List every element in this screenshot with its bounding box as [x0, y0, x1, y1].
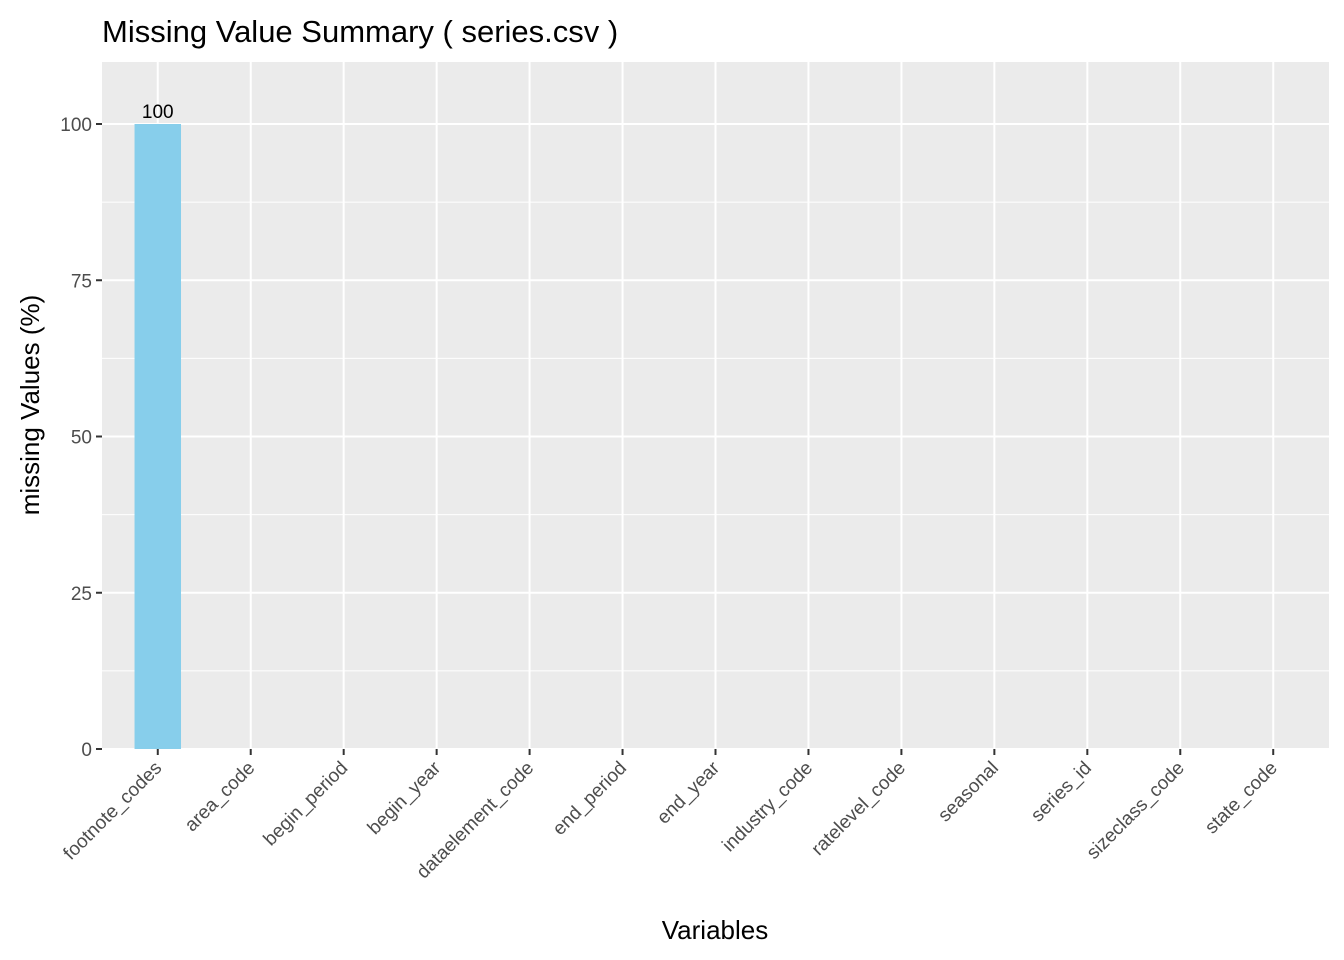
x-tick-label-end_period: end_period [549, 758, 631, 840]
x-tick-label-seasonal: seasonal [934, 758, 1003, 827]
y-tick-label-0: 0 [81, 740, 92, 761]
data-label-footnote_codes: 100 [142, 102, 174, 123]
y-tick-label-4: 100 [60, 115, 92, 136]
x-tick-label-area_code: area_code [181, 758, 259, 836]
x-tick-label-sizeclass_code: sizeclass_code [1083, 758, 1189, 864]
x-tick-label-footnote_codes: footnote_codes [60, 758, 167, 865]
x-tick-label-begin_period: begin_period [260, 758, 353, 851]
x-tick-label-industry_code: industry_code [718, 758, 816, 856]
x-tick-label-ratelevel_code: ratelevel_code [808, 758, 910, 860]
y-tick-label-2: 50 [71, 428, 92, 449]
x-axis: footnote_codes area_code begin_period begin… [60, 749, 1282, 883]
data-labels: 100 [142, 102, 174, 123]
y-axis-title: missing Values (%) [15, 295, 45, 516]
y-tick-label-3: 75 [71, 271, 92, 292]
x-tick-label-series_id: series_id [1027, 758, 1096, 827]
x-tick-label-begin_year: begin_year [364, 757, 446, 839]
x-tick-label-state_code: state_code [1201, 758, 1282, 839]
bars [134, 124, 182, 749]
y-tick-label-1: 25 [71, 584, 92, 605]
y-axis: 0 25 50 75 100 [60, 115, 102, 761]
x-tick-label-end_year: end_year [653, 757, 724, 828]
chart-title: Missing Value Summary ( series.csv ) [102, 14, 618, 49]
x-axis-title: Variables [662, 915, 768, 945]
bar-footnote_codes [134, 124, 182, 749]
